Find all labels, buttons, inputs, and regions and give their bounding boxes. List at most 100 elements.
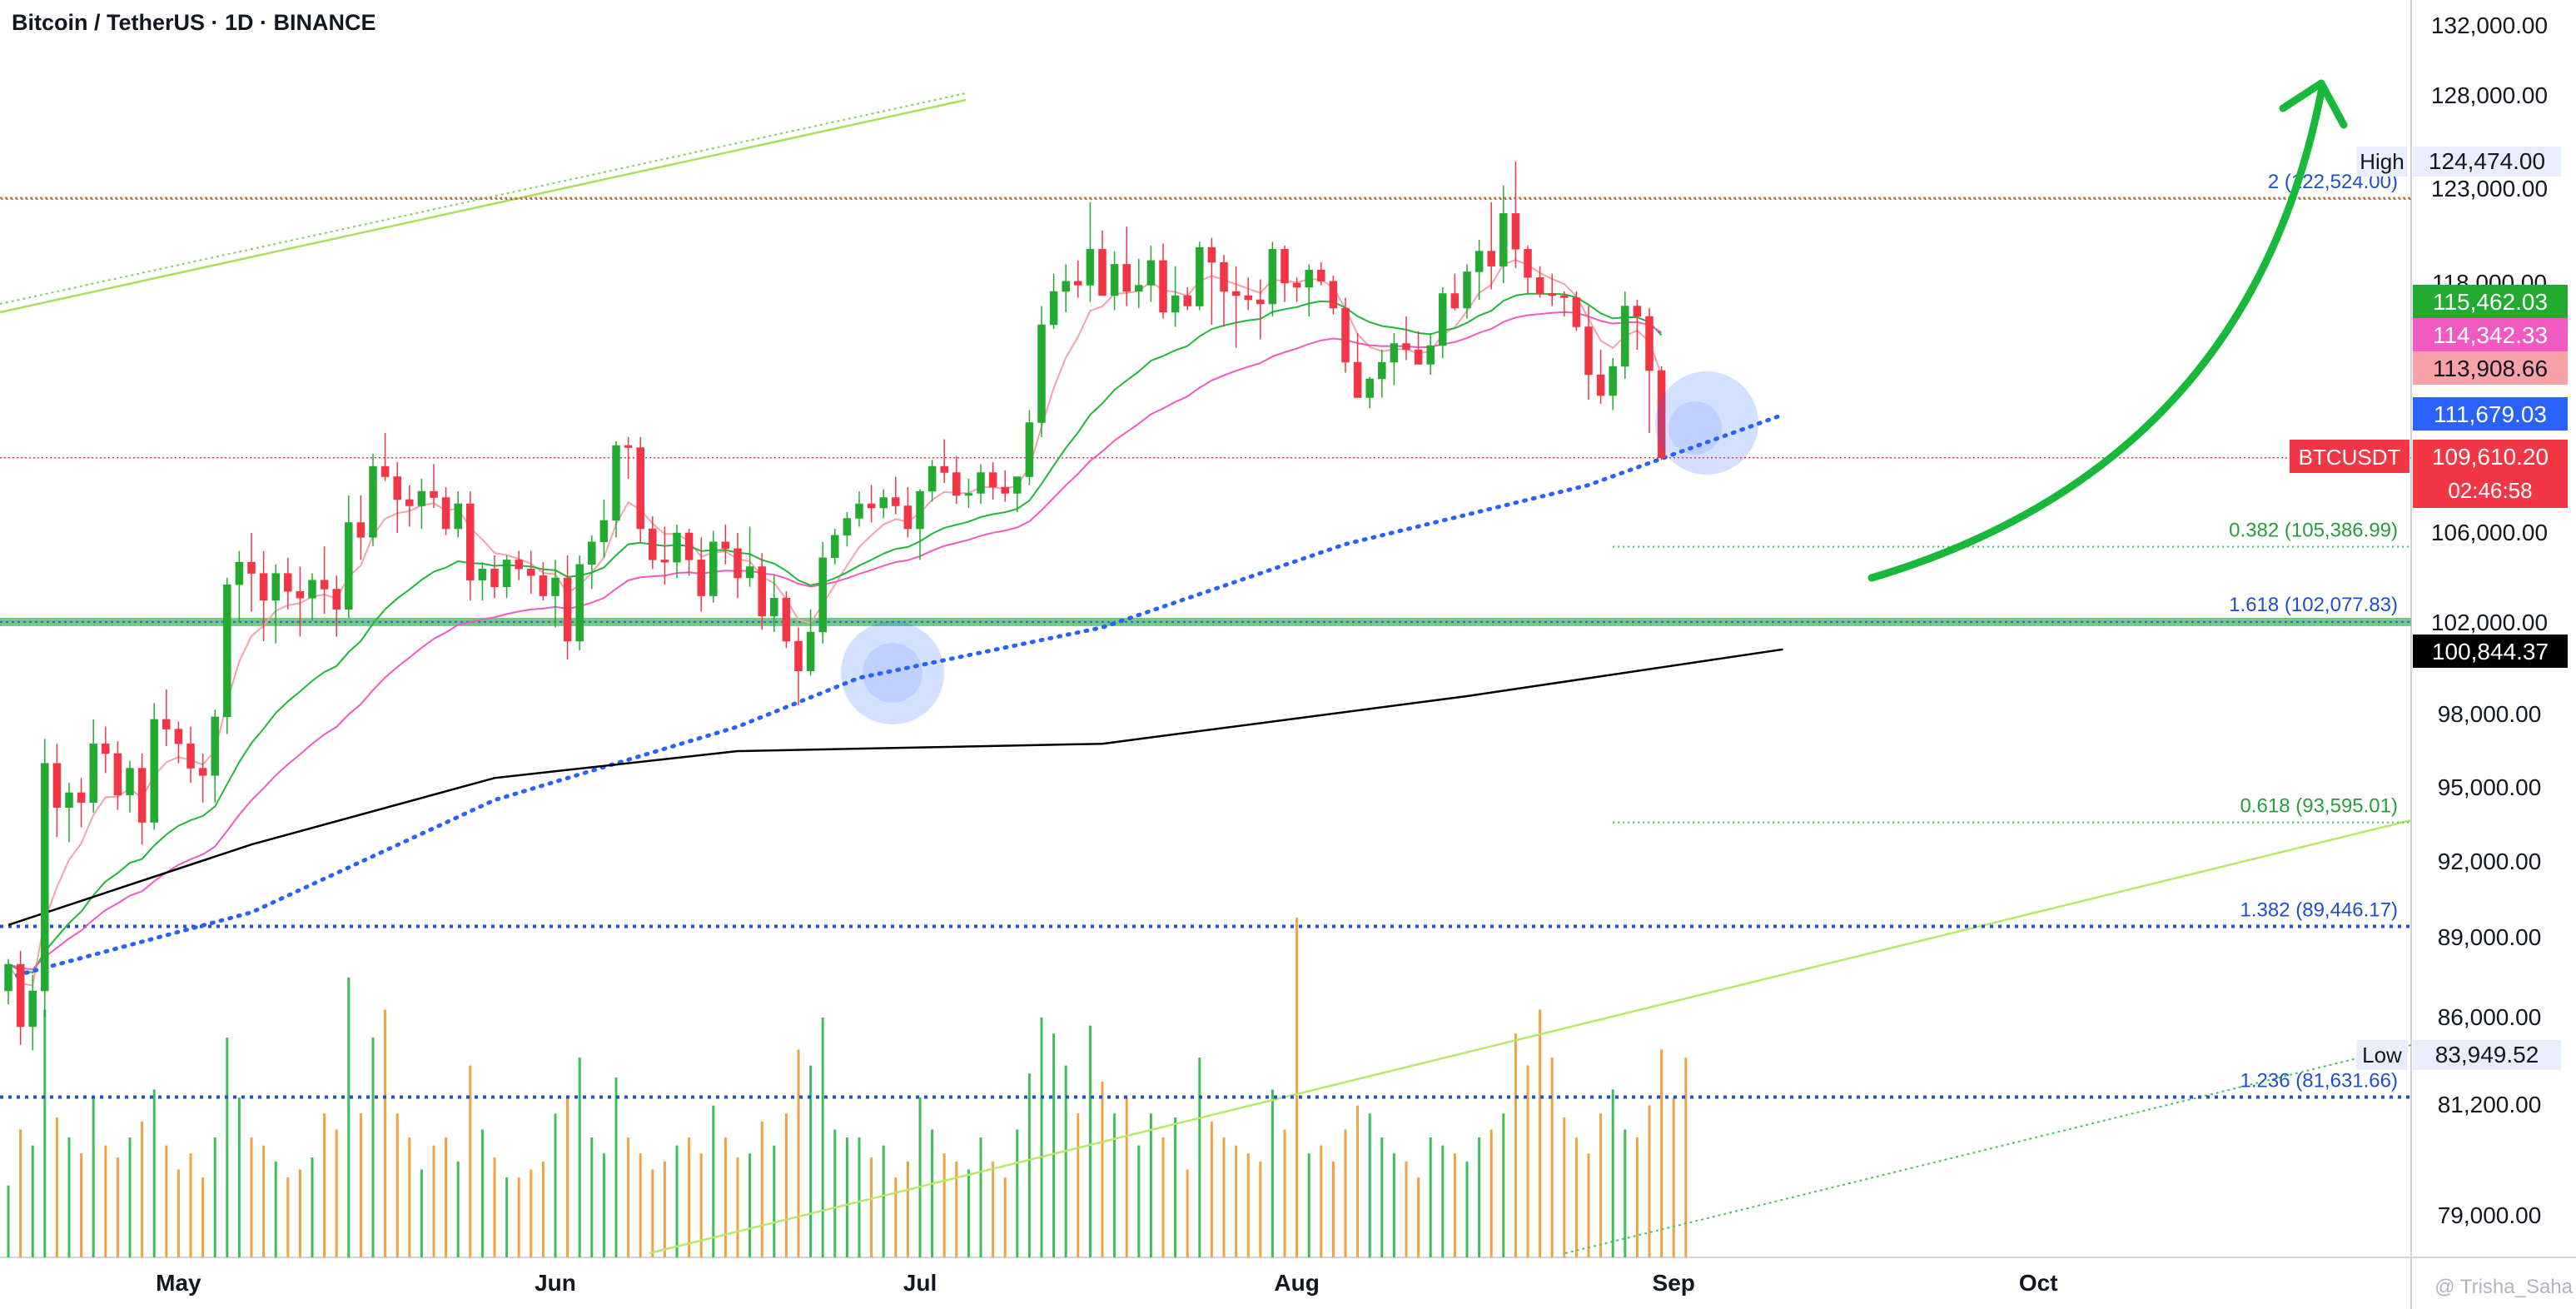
volume-bar	[955, 1161, 958, 1257]
price-badge-value: 114,342.33	[2433, 322, 2548, 348]
candle-body	[296, 590, 305, 599]
candle-body	[393, 476, 401, 500]
candle-body	[515, 560, 523, 570]
volume-bar	[469, 1065, 472, 1257]
candle-body	[831, 535, 839, 558]
candle-body	[684, 532, 694, 560]
candle-body	[41, 763, 49, 992]
candle-body	[892, 497, 900, 506]
volume-bar	[1331, 1161, 1335, 1257]
volume-bar	[1356, 1105, 1360, 1257]
candle-body	[1122, 264, 1131, 292]
candle-body	[198, 768, 207, 776]
volume-bar	[517, 1177, 520, 1257]
time-axis-label: Sep	[1653, 1270, 1695, 1296]
candle-body	[563, 577, 572, 642]
candle-body	[1596, 374, 1605, 396]
volume-bar	[250, 1137, 253, 1257]
candle-body	[1499, 213, 1508, 266]
volume-bar	[1088, 1025, 1092, 1257]
volume-bar	[967, 1169, 970, 1257]
candle-body	[454, 503, 462, 530]
candle-body	[758, 566, 766, 617]
candle-body	[502, 560, 511, 588]
candle-body	[1220, 261, 1228, 292]
candle-body	[308, 580, 316, 599]
support-circle-aug-inner	[1668, 401, 1722, 455]
candle-body	[1281, 249, 1289, 284]
candle-body	[186, 743, 195, 769]
volume-bar	[359, 1113, 362, 1257]
candle-body	[1426, 345, 1435, 365]
ema-mid-line	[7, 292, 1663, 973]
price-label-value: 124,474.00	[2429, 148, 2545, 174]
volume-bar	[578, 1058, 581, 1257]
volume-bar	[1611, 1089, 1614, 1257]
candle-body	[1146, 260, 1156, 286]
candle-body	[879, 497, 888, 509]
volume-bar	[1222, 1137, 1226, 1257]
volume-bar	[1113, 1113, 1116, 1257]
volume-bar	[1344, 1129, 1347, 1257]
candle-body	[466, 503, 475, 580]
volume-bar	[1186, 1169, 1189, 1257]
price-axis: 132,000.00128,000.00123,000.00118,000.00…	[2290, 12, 2568, 1228]
candle-body	[673, 532, 681, 563]
candle-body	[1341, 307, 1350, 363]
candle-body	[174, 729, 183, 744]
volume-bar	[384, 1009, 387, 1257]
time-axis-label: Oct	[2019, 1270, 2058, 1296]
volume-bar	[104, 1145, 107, 1257]
volume-bar	[286, 1177, 290, 1257]
candle-body	[1292, 282, 1301, 288]
price-label-bg	[2356, 146, 2408, 177]
volume-bar	[675, 1145, 679, 1257]
price-label-name: High	[2360, 149, 2404, 174]
candle-body	[1305, 269, 1313, 288]
candle-body	[162, 719, 171, 729]
price-badge	[2413, 440, 2568, 508]
candle-body	[1329, 281, 1338, 309]
volume-bar	[1246, 1153, 1250, 1257]
volume-bar	[1635, 1137, 1639, 1257]
candle-body	[1487, 251, 1495, 266]
candle-body	[745, 566, 754, 579]
candle-body	[28, 990, 37, 1028]
candle-body	[1183, 295, 1191, 306]
candle-body	[332, 589, 341, 610]
candle-body	[247, 561, 256, 574]
volume-bar	[627, 1137, 630, 1257]
volume-bar	[614, 1078, 618, 1257]
volume-bar	[335, 1129, 338, 1257]
candle-body	[697, 560, 705, 596]
symbol-badge-label: BTCUSDT	[2299, 445, 2401, 470]
candle-body	[345, 522, 353, 610]
price-label-value: 83,949.52	[2435, 1042, 2539, 1068]
upper-trendline-dotted	[0, 92, 967, 305]
time-axis-label: Jul	[903, 1270, 937, 1296]
candle-body	[65, 792, 73, 808]
volume-bar	[80, 1153, 83, 1257]
volume-bar	[177, 1169, 180, 1257]
candle-body	[320, 580, 329, 590]
volume-bar	[1478, 1137, 1481, 1257]
candle-body	[782, 598, 791, 642]
candle-body	[1135, 285, 1143, 292]
volume-bar	[566, 1097, 569, 1257]
volume-bar	[1052, 1033, 1056, 1257]
candle-body	[1439, 293, 1447, 346]
fib-band	[0, 617, 2411, 626]
volume-bar	[1320, 1145, 1323, 1257]
candle-body	[1633, 306, 1642, 317]
volume-bar	[1077, 1113, 1080, 1257]
volume-bar	[31, 1145, 34, 1257]
volume-bar	[262, 1145, 266, 1257]
volume-bar	[992, 1161, 995, 1257]
price-badge-value: 113,908.66	[2433, 356, 2548, 381]
candle-body	[1037, 324, 1046, 423]
volume-bar	[311, 1157, 314, 1257]
candle-body	[1196, 246, 1204, 306]
price-tick-label: 89,000.00	[2438, 924, 2542, 950]
candle-body	[1353, 361, 1362, 398]
